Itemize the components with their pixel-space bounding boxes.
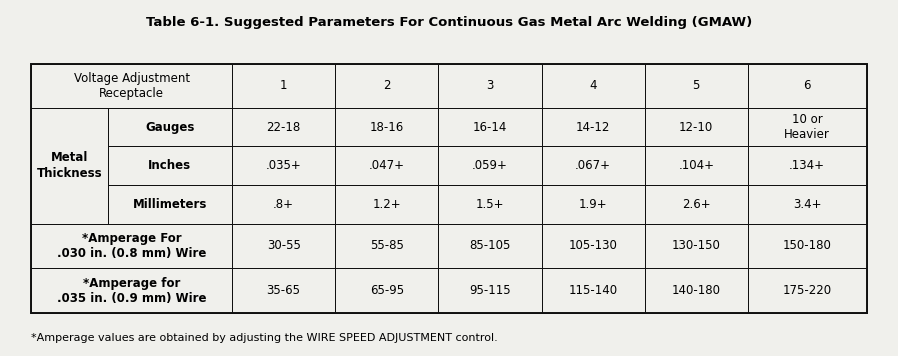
Text: *Amperage For
.030 in. (0.8 mm) Wire: *Amperage For .030 in. (0.8 mm) Wire (57, 232, 207, 260)
Text: 22-18: 22-18 (267, 120, 301, 134)
Text: 14-12: 14-12 (576, 120, 611, 134)
Text: Table 6-1. Suggested Parameters For Continuous Gas Metal Arc Welding (GMAW): Table 6-1. Suggested Parameters For Cont… (145, 16, 753, 29)
Bar (748, 268, 867, 313)
Bar (108, 185, 232, 224)
Bar (232, 185, 335, 224)
Text: 55-85: 55-85 (370, 240, 404, 252)
Text: *Amperage values are obtained by adjusting the WIRE SPEED ADJUSTMENT control.: *Amperage values are obtained by adjusti… (31, 333, 498, 343)
Bar (438, 224, 541, 268)
Text: 1.2+: 1.2+ (373, 198, 401, 211)
Bar (335, 224, 438, 268)
Bar (541, 224, 645, 268)
Text: 18-16: 18-16 (370, 120, 404, 134)
Text: .047+: .047+ (369, 159, 405, 172)
Bar (31, 108, 108, 224)
Text: .134+: .134+ (789, 159, 825, 172)
Text: 4: 4 (589, 79, 597, 93)
Text: .104+: .104+ (678, 159, 714, 172)
Text: 130-150: 130-150 (672, 240, 721, 252)
Bar (748, 146, 867, 185)
Bar (645, 64, 748, 108)
Bar (645, 224, 748, 268)
Bar (108, 108, 232, 146)
Bar (438, 268, 541, 313)
Bar (232, 146, 335, 185)
Bar (108, 146, 232, 185)
Bar (31, 268, 232, 313)
Text: .035+: .035+ (266, 159, 302, 172)
Text: 1: 1 (280, 79, 287, 93)
Text: 105-130: 105-130 (568, 240, 618, 252)
Bar (438, 64, 541, 108)
Text: Gauges: Gauges (145, 120, 195, 134)
Bar (335, 108, 438, 146)
Bar (335, 268, 438, 313)
Bar (748, 224, 867, 268)
Bar (541, 108, 645, 146)
Bar (31, 224, 232, 268)
Text: 16-14: 16-14 (472, 120, 507, 134)
Text: Millimeters: Millimeters (133, 198, 207, 211)
Bar (335, 185, 438, 224)
Text: 85-105: 85-105 (470, 240, 511, 252)
Bar (232, 64, 335, 108)
Text: Voltage Adjustment
Receptacle: Voltage Adjustment Receptacle (74, 72, 189, 100)
Text: 1.5+: 1.5+ (476, 198, 504, 211)
Text: .067+: .067+ (575, 159, 612, 172)
Bar (541, 268, 645, 313)
Bar (31, 64, 867, 313)
Bar (645, 108, 748, 146)
Bar (541, 185, 645, 224)
Bar (541, 64, 645, 108)
Text: 35-65: 35-65 (267, 284, 301, 297)
Text: 65-95: 65-95 (370, 284, 404, 297)
Bar (748, 185, 867, 224)
Text: *Amperage for
.035 in. (0.9 mm) Wire: *Amperage for .035 in. (0.9 mm) Wire (57, 277, 207, 305)
Text: 175-220: 175-220 (783, 284, 832, 297)
Text: 30-55: 30-55 (267, 240, 301, 252)
Bar (232, 108, 335, 146)
Text: 5: 5 (692, 79, 700, 93)
Text: 140-180: 140-180 (672, 284, 721, 297)
Text: 12-10: 12-10 (679, 120, 713, 134)
Bar (232, 268, 335, 313)
Text: 3: 3 (486, 79, 494, 93)
Bar (335, 146, 438, 185)
Bar (335, 64, 438, 108)
Bar (645, 185, 748, 224)
Bar (438, 108, 541, 146)
Bar (748, 108, 867, 146)
Bar (438, 185, 541, 224)
Text: Metal
Thickness: Metal Thickness (37, 151, 102, 180)
Text: 115-140: 115-140 (568, 284, 618, 297)
Text: Inches: Inches (148, 159, 191, 172)
Bar (232, 224, 335, 268)
Bar (541, 146, 645, 185)
Text: .059+: .059+ (472, 159, 508, 172)
Text: 2: 2 (383, 79, 391, 93)
Bar (31, 64, 232, 108)
Text: 10 or
Heavier: 10 or Heavier (784, 113, 830, 141)
Bar (645, 268, 748, 313)
Text: 6: 6 (804, 79, 811, 93)
Text: 1.9+: 1.9+ (579, 198, 607, 211)
Text: 3.4+: 3.4+ (793, 198, 822, 211)
Text: .8+: .8+ (273, 198, 295, 211)
Bar (645, 146, 748, 185)
Bar (748, 64, 867, 108)
Bar (438, 146, 541, 185)
Text: 2.6+: 2.6+ (682, 198, 710, 211)
Text: 150-180: 150-180 (783, 240, 832, 252)
Text: 95-115: 95-115 (469, 284, 511, 297)
